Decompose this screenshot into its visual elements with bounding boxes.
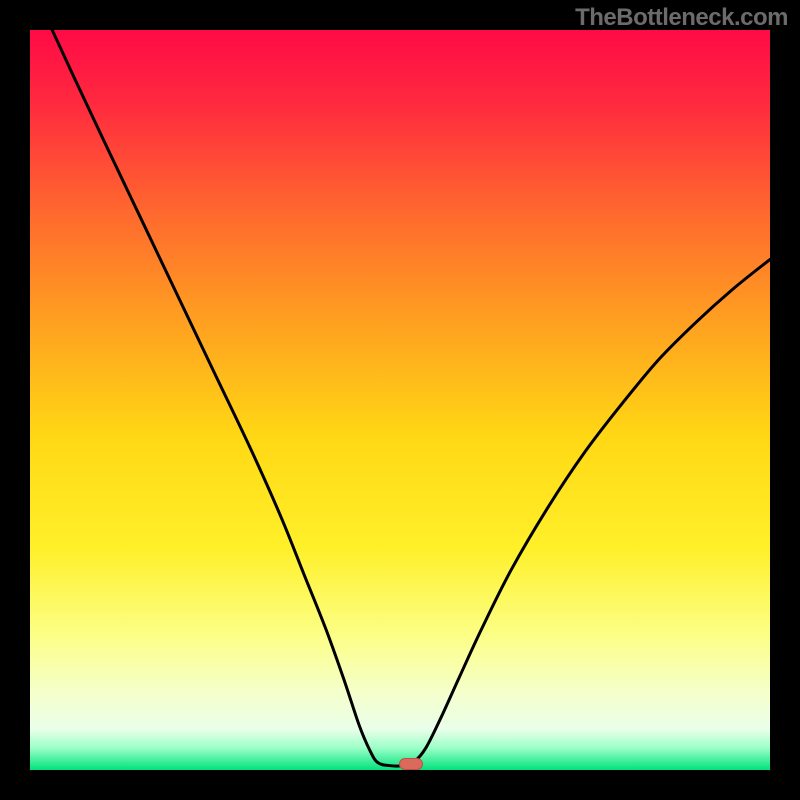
chart-container: TheBottleneck.com bbox=[0, 0, 800, 800]
plot-area bbox=[30, 30, 770, 770]
optimal-marker bbox=[399, 758, 423, 770]
bottleneck-curve bbox=[30, 30, 770, 770]
watermark-label: TheBottleneck.com bbox=[575, 4, 788, 32]
